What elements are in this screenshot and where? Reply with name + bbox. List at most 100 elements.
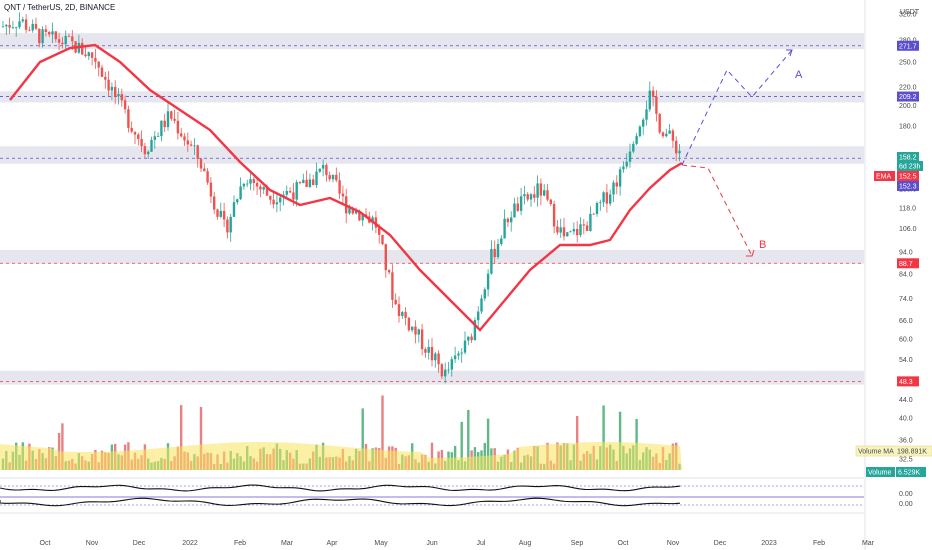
candle-body [348, 208, 351, 214]
candle-body [579, 224, 582, 236]
candle-body [549, 199, 552, 205]
price-tag-152: 152.3 [899, 184, 917, 191]
candle-body [259, 186, 262, 190]
candle-body [298, 182, 302, 184]
volume-bar [486, 418, 490, 470]
candle-body [189, 144, 193, 146]
candle-body [163, 120, 166, 128]
candle-body [51, 31, 54, 35]
oscillator-1-line [0, 484, 681, 492]
candle-body [628, 151, 632, 162]
candle-body [493, 248, 496, 258]
x-tick-label: Oct [618, 540, 629, 547]
candle-body [28, 29, 31, 31]
candle-body [351, 208, 354, 214]
sr-zone [0, 370, 864, 385]
candle-body [496, 244, 500, 258]
candle-body [503, 218, 506, 239]
candle-body [328, 175, 331, 180]
candle-body [434, 353, 437, 361]
candle-body [516, 203, 519, 211]
candle-body [473, 320, 477, 341]
candle-body [411, 326, 414, 331]
candle-body [404, 312, 407, 318]
countdown-tag-box [897, 161, 923, 171]
candle-body [381, 234, 384, 245]
candle-body [572, 228, 576, 232]
candle-body [120, 94, 123, 101]
volume-ma-legend-box [855, 445, 932, 457]
candle-body [24, 19, 28, 30]
price-tag-88-box [897, 258, 919, 269]
y-tick-label: 66.0 [899, 318, 913, 325]
candle-body [206, 171, 209, 183]
x-tick-label: Dec [714, 540, 727, 547]
candle-body [71, 36, 74, 42]
candle-body [97, 61, 100, 68]
candle-body [470, 336, 473, 341]
candle-body [661, 132, 665, 137]
candle-body [397, 304, 401, 316]
candle-body [467, 336, 470, 341]
candle-body [338, 180, 341, 194]
candle-body [272, 199, 275, 205]
candle-body [213, 196, 216, 210]
volume-ma-area [0, 442, 682, 470]
x-tick-label: 2023 [761, 540, 777, 547]
candle-body [391, 272, 394, 300]
candle-body [67, 36, 71, 37]
candle-body [199, 158, 203, 169]
x-tick-label: Feb [234, 540, 246, 547]
y-tick-label: 220.0 [899, 84, 917, 91]
candle-body [143, 146, 147, 155]
candle-body [450, 359, 453, 370]
price-tag-ema: 152.5 [899, 174, 917, 181]
price-tag-152-box [897, 181, 919, 191]
volume-bar [602, 405, 605, 470]
candle-body [559, 227, 562, 233]
candle-body [156, 136, 160, 137]
candle-body [160, 120, 163, 137]
sr-zone [0, 146, 864, 164]
candle-body [18, 21, 21, 28]
candle-body [585, 225, 589, 232]
x-tick-label: Aug [519, 540, 532, 547]
candle-body [678, 150, 681, 154]
x-tick-label: Apr [327, 540, 339, 547]
candle-body [483, 289, 486, 299]
y-tick-label: 180.0 [899, 123, 917, 130]
candle-body [374, 217, 378, 228]
price-tag-209: 209.2 [899, 94, 917, 101]
candle-body [668, 130, 671, 134]
indicator-tick-label: 0.00 [899, 501, 913, 508]
candle-body [609, 194, 612, 204]
candle-body [546, 190, 549, 200]
candle-body [193, 145, 196, 147]
ema-legend-box [874, 171, 895, 181]
candle-body [147, 151, 150, 155]
candle-body [638, 126, 642, 137]
volume-legend-label: Volume [868, 470, 891, 477]
volume-legend-box [866, 467, 895, 477]
candle-body [104, 76, 107, 80]
candle-body [562, 227, 566, 237]
candle-body [255, 182, 259, 187]
volume-bar [180, 405, 183, 470]
candle-body [308, 179, 312, 188]
candle-body [625, 161, 628, 167]
candle-body [612, 182, 615, 195]
candle-body [295, 182, 298, 200]
candle-body [453, 355, 457, 360]
candle-body [414, 326, 417, 335]
candle-body [302, 179, 305, 184]
candle-body [81, 42, 84, 55]
candle-body [592, 213, 595, 215]
countdown-tag: 6d 23h [899, 164, 921, 171]
projection-b-label: B [759, 239, 766, 251]
x-tick-label: Nov [667, 540, 680, 547]
candle-body [605, 192, 609, 204]
x-tick-label: May [374, 540, 388, 547]
volume-bar [430, 442, 434, 470]
